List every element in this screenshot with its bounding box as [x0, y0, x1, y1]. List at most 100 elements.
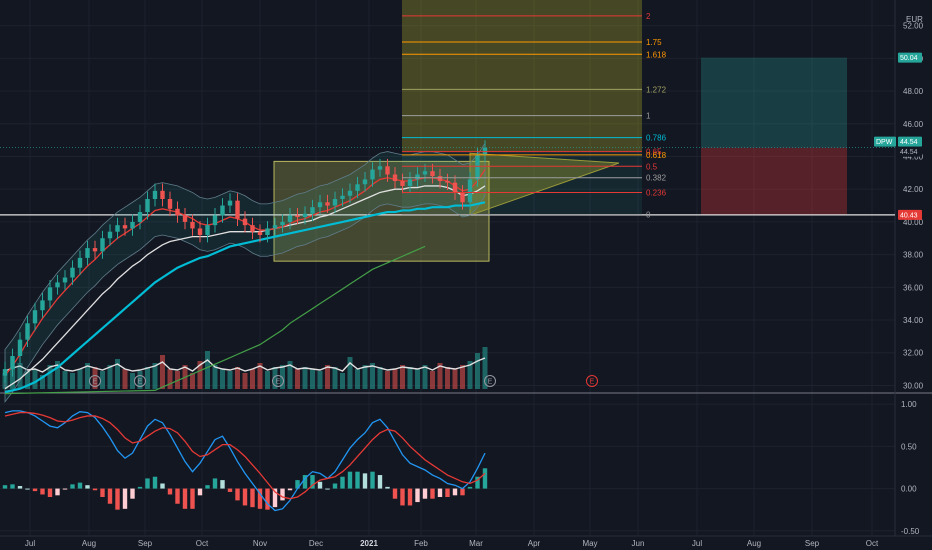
histogram-bar [25, 488, 30, 490]
histogram-bar [167, 488, 173, 495]
osc-tick-label[interactable]: -0.50 [901, 527, 920, 536]
time-tick-label[interactable]: Apr [528, 539, 541, 548]
time-tick-label[interactable]: Feb [414, 539, 428, 548]
price-tick-label[interactable]: 46.00 [903, 120, 924, 129]
histogram-bar [347, 471, 353, 489]
volume-bar [325, 365, 330, 389]
candle-body [92, 248, 98, 252]
ticker-tag-label: DPW [876, 139, 893, 146]
price-tick-label[interactable]: 38.00 [903, 251, 924, 260]
time-tick-label[interactable]: Nov [253, 539, 267, 548]
histogram-bar [85, 485, 90, 489]
volume-bar [400, 365, 405, 389]
histogram-bar [190, 488, 195, 509]
histogram-bar [445, 488, 450, 498]
earnings-marker[interactable] [484, 375, 496, 387]
time-tick-label[interactable]: Jun [632, 539, 645, 548]
time-tick-label[interactable]: Oct [866, 539, 879, 548]
histogram-bar [415, 488, 420, 503]
price-tick-label[interactable]: 48.00 [903, 87, 924, 96]
osc-tick-label[interactable]: 1.00 [901, 400, 917, 409]
candle-body [62, 277, 68, 283]
candle-body [265, 228, 270, 235]
osc-tick-label[interactable]: 0.00 [901, 485, 917, 494]
volume-bar [190, 373, 195, 389]
volume-bar [130, 373, 135, 389]
candle-body [77, 257, 83, 268]
candle-body [475, 154, 480, 180]
price-tick-label[interactable]: 34.00 [903, 316, 924, 325]
candle-body [287, 215, 293, 222]
volume-bar [272, 367, 278, 389]
earnings-marker[interactable] [586, 375, 598, 387]
time-tick-label[interactable]: Jul [25, 539, 35, 548]
volume-bar [32, 369, 38, 389]
bollinger-bands [4, 142, 486, 403]
price-tick-label[interactable]: 36.00 [903, 283, 924, 292]
time-tick-label[interactable]: Jul [692, 539, 702, 548]
price-tick-label[interactable]: 30.00 [903, 381, 924, 390]
volume-bar [332, 367, 338, 389]
volume-bar [70, 373, 75, 389]
earnings-marker-label: E [276, 379, 281, 386]
fib-level-label: 1.272 [646, 85, 667, 94]
price-tag [898, 52, 922, 63]
time-tick-label[interactable]: Sep [138, 539, 153, 548]
candle-body [182, 215, 188, 222]
candle-body [377, 166, 383, 170]
time-tick-label[interactable]: Sep [805, 539, 820, 548]
earnings-marker[interactable] [89, 375, 101, 387]
histogram-bar [227, 488, 233, 492]
fib-level-label: 1.618 [646, 50, 667, 59]
price-tick-label[interactable]: 44.00 [903, 152, 924, 161]
volume-bar [280, 365, 285, 389]
earnings-marker-label: E [138, 379, 143, 386]
candle-body [212, 215, 218, 226]
candle-body [302, 213, 308, 217]
time-tick-label[interactable]: May [582, 539, 597, 548]
time-tick-label[interactable]: Aug [747, 539, 761, 548]
histogram-bar [370, 471, 375, 489]
candle-body [137, 212, 143, 222]
time-tick-label[interactable]: Mar [469, 539, 483, 548]
time-tick-label[interactable]: 2021 [360, 539, 378, 548]
histogram-bar [130, 488, 135, 499]
candle-body [47, 287, 53, 301]
price-tag-label: 40.43 [900, 212, 918, 219]
histogram-bar [152, 476, 158, 489]
osc-tick-label[interactable]: 0.50 [901, 442, 917, 451]
volume-bar [227, 371, 233, 389]
oscillator-pane [2, 410, 488, 512]
candle-body [175, 208, 180, 216]
histogram-bar [392, 488, 398, 499]
histogram-bar [340, 476, 345, 489]
earnings-marker[interactable] [134, 375, 146, 387]
candle-body [17, 339, 23, 357]
volume-bar [62, 371, 68, 389]
volume-bar [392, 369, 398, 389]
histogram-bar [287, 488, 293, 491]
price-tick-label[interactable]: 32.00 [903, 349, 924, 358]
volume-bar [107, 365, 113, 389]
oscillator-axis[interactable]: 1.00 0.50 0.00 -0.50 [901, 400, 920, 536]
price-tick-label[interactable]: 40.00 [903, 218, 924, 227]
time-axis[interactable]: Jul Aug Sep Oct Nov Dec 2021 Feb Mar Apr May Jun Jul… [0, 535, 932, 548]
price-tick-label[interactable]: 52.00 [903, 22, 924, 31]
fib-level-label: 0.786 [646, 134, 667, 143]
histogram-bar [55, 488, 60, 496]
volume-bar [17, 363, 23, 389]
time-tick-label[interactable]: Aug [82, 539, 96, 548]
volume-bar [452, 369, 458, 389]
earnings-marker[interactable] [272, 375, 284, 387]
volume-bar [407, 367, 413, 389]
fibonacci-levels: 2 1.75 1.618 1.272 1 0.786 0.650.618 0.5 0.382 0.… [402, 12, 667, 220]
candle-body [152, 190, 158, 199]
volume-bar [85, 363, 90, 389]
candle-body [407, 179, 413, 186]
time-tick-label[interactable]: Oct [196, 539, 209, 548]
price-tick-label[interactable]: 42.00 [903, 185, 924, 194]
time-tick-label[interactable]: Dec [309, 539, 323, 548]
